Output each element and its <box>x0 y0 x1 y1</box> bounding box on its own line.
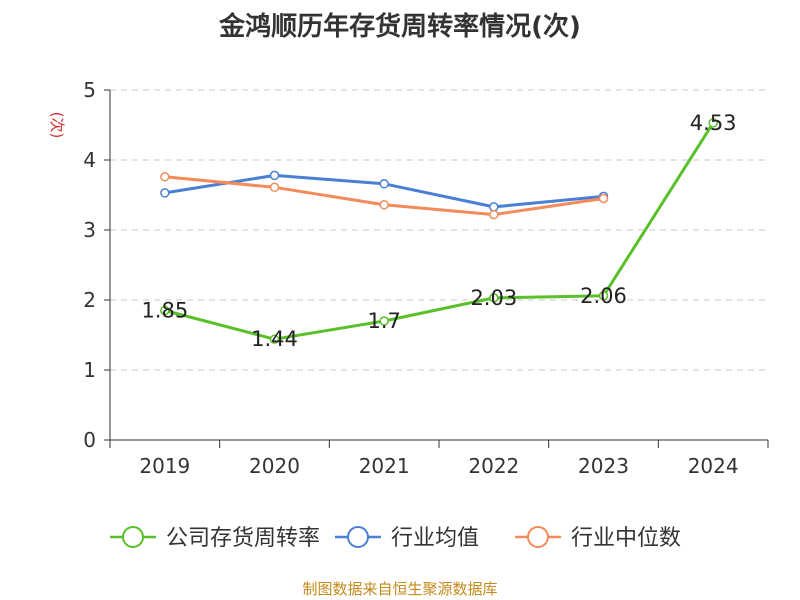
x-tick-label: 2020 <box>249 454 300 478</box>
data-point <box>160 172 170 182</box>
data-point <box>489 202 499 212</box>
data-point <box>269 170 280 181</box>
legend-label: 行业中位数 <box>571 526 681 551</box>
data-point <box>160 305 170 316</box>
x-tick-label: 2021 <box>359 454 410 478</box>
x-tick-label: 2024 <box>688 454 739 478</box>
legend: 公司存货周转率 行业均值 行业中位数 <box>110 526 681 551</box>
data-point <box>379 179 389 189</box>
data-point <box>708 118 718 128</box>
y-tick-label: 2 <box>83 288 96 312</box>
data-label: 1.44 <box>251 327 298 351</box>
y-axis-label: (次) <box>48 112 66 139</box>
grid-lines <box>110 89 768 371</box>
x-tick-label: 2019 <box>139 454 190 478</box>
chart-title: 金鸿顺历年存货周转率情况(次) <box>219 12 581 42</box>
axes: 0 1 2 3 4 5 (次) 2019 2020 2021 2022 2023 2024 <box>48 78 769 478</box>
data-label: 2.06 <box>580 284 627 308</box>
data-point <box>269 182 280 193</box>
legend-marker <box>527 526 549 548</box>
data-point <box>489 209 499 220</box>
data-labels: 1.85 1.44 1.7 2.03 2.06 4.53 <box>141 111 736 351</box>
y-tick-label: 1 <box>83 358 96 382</box>
data-point <box>160 188 170 198</box>
data-point <box>379 200 389 210</box>
legend-marker <box>347 526 369 548</box>
series-line <box>164 122 715 341</box>
data-point <box>379 316 389 326</box>
x-tick-label: 2022 <box>468 454 519 478</box>
data-label: 1.85 <box>141 299 188 323</box>
data-label: 2.03 <box>470 286 517 310</box>
data-point <box>598 291 609 301</box>
source-note: 制图数据来自恒生聚源数据库 <box>302 580 498 598</box>
y-tick-label: 0 <box>83 428 96 452</box>
data-point <box>269 334 280 344</box>
y-tick-label: 4 <box>83 148 96 172</box>
series-lines <box>160 118 718 344</box>
data-label: 1.7 <box>367 309 400 333</box>
x-tick-label: 2023 <box>578 454 629 478</box>
legend-label: 公司存货周转率 <box>166 526 320 551</box>
legend-label: 行业均值 <box>391 526 479 551</box>
data-point <box>598 193 609 204</box>
y-tick-label: 5 <box>83 78 96 102</box>
data-point <box>489 293 499 303</box>
data-label: 4.53 <box>690 111 737 135</box>
legend-marker <box>122 526 144 548</box>
y-tick-label: 3 <box>83 218 96 242</box>
